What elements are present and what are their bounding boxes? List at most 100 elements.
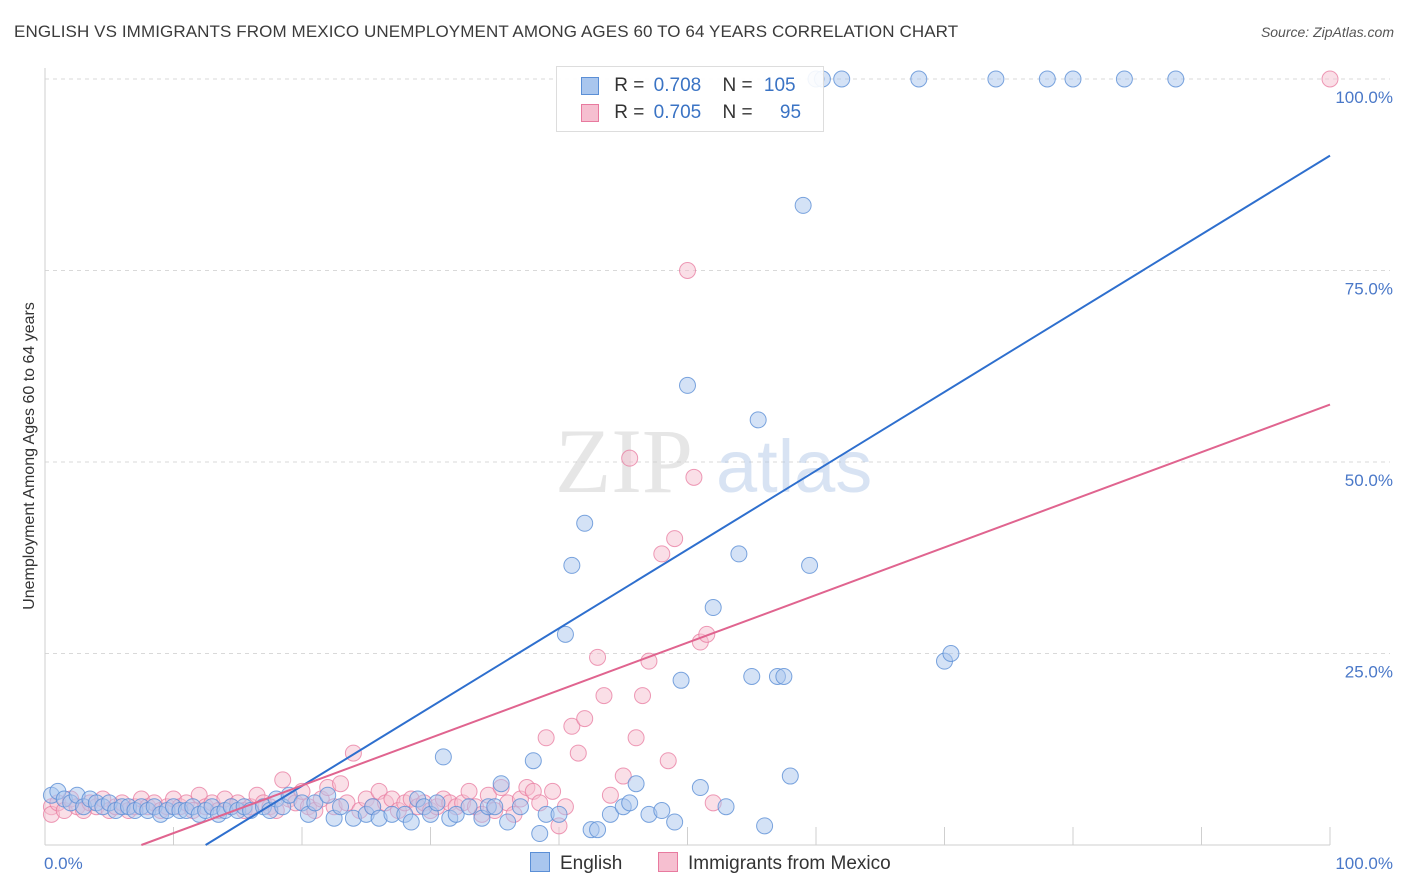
english-point	[332, 798, 350, 816]
legend-row-mexico: R = 0.705 N = 95	[581, 102, 801, 126]
english-point	[1115, 70, 1133, 88]
english-point	[428, 794, 446, 812]
watermark: ZIP atlas	[555, 410, 872, 512]
series-legend: English Immigrants from Mexico	[0, 852, 1406, 878]
mexico-point	[685, 468, 703, 486]
english-point	[942, 645, 960, 662]
mexico-point	[595, 687, 613, 705]
english-n-value: 105	[763, 75, 796, 96]
english-point	[1167, 70, 1185, 88]
chart-title: ENGLISH VS IMMIGRANTS FROM MEXICO UNEMPL…	[14, 22, 959, 41]
english-point	[563, 556, 581, 574]
mexico-point	[666, 530, 684, 548]
stats-legend: R = 0.708 N = 105 R = 0.705 N = 95	[556, 66, 824, 132]
mexico-point	[460, 782, 478, 800]
english-r-value: 0.708	[653, 75, 702, 96]
english-r-label: R =	[614, 75, 645, 96]
english-point	[486, 798, 504, 816]
english-point	[794, 196, 812, 214]
mexico-point	[698, 625, 716, 643]
english-point	[653, 802, 671, 820]
mexico-point	[569, 744, 587, 762]
english-point	[717, 798, 735, 816]
legend-row-english: R = 0.708 N = 105	[581, 75, 796, 99]
english-point	[749, 411, 767, 429]
y-tick-label: 50.0%	[1345, 471, 1393, 490]
legend-item-mexico[interactable]: Immigrants from Mexico	[658, 852, 891, 875]
english-legend-swatch	[530, 852, 550, 872]
english-point	[627, 775, 645, 793]
mexico-r-value: 0.705	[653, 102, 702, 123]
source-credit: Source: ZipAtlas.com	[1260, 24, 1394, 40]
english-point	[833, 70, 851, 88]
mexico-legend-swatch	[658, 852, 678, 872]
english-point	[434, 748, 452, 766]
mexico-swatch	[581, 103, 599, 122]
english-point	[589, 821, 607, 839]
mexico-point	[679, 262, 696, 279]
english-point	[775, 667, 793, 685]
english-point	[306, 794, 324, 812]
y-tick-label: 100.0%	[1335, 88, 1393, 107]
english-point	[447, 805, 465, 823]
english-point	[672, 671, 690, 689]
mexico-n-label: N =	[722, 102, 753, 123]
mexico-point	[659, 752, 677, 770]
english-point	[511, 798, 529, 816]
english-swatch	[581, 76, 599, 95]
english-point	[531, 825, 549, 843]
mexico-point	[1321, 70, 1339, 88]
english-point	[601, 805, 619, 823]
english-point	[666, 813, 684, 831]
english-point	[987, 70, 1005, 88]
mexico-trend-line	[141, 403, 1331, 846]
mexico-point	[576, 710, 594, 728]
grid-lines	[45, 78, 1390, 654]
mexico-point	[563, 717, 581, 735]
english-point	[910, 70, 928, 88]
mexico-point	[332, 775, 350, 793]
y-axis-title: Unemployment Among Ages 60 to 64 years	[21, 302, 38, 610]
mexico-point	[274, 771, 292, 789]
english-n-label: N =	[722, 75, 753, 96]
english-point	[492, 775, 510, 793]
legend-item-english[interactable]: English	[530, 852, 622, 875]
tick-labels: 25.0% 50.0% 75.0% 100.0% 0.0% 100.0%	[44, 88, 1393, 873]
english-point	[691, 779, 709, 797]
mexico-point	[589, 648, 607, 666]
mexico-point	[627, 729, 645, 747]
english-point	[460, 798, 478, 816]
english-point	[781, 767, 799, 785]
english-point	[1038, 70, 1056, 88]
mexico-legend-label: Immigrants from Mexico	[688, 853, 891, 874]
english-point	[499, 813, 517, 831]
mexico-point	[544, 782, 562, 800]
english-points	[42, 70, 1185, 843]
mexico-point	[621, 449, 639, 467]
english-point	[756, 817, 774, 835]
mexico-n-value: 95	[779, 102, 802, 123]
english-point	[801, 556, 819, 574]
x-tick-label: 0.0%	[44, 854, 83, 873]
english-point	[621, 794, 639, 812]
english-point	[550, 805, 568, 823]
y-tick-label: 75.0%	[1345, 280, 1393, 299]
english-point	[1064, 70, 1082, 88]
english-point	[679, 376, 696, 394]
english-point	[743, 667, 761, 685]
mexico-point	[614, 767, 632, 785]
english-point	[576, 514, 594, 532]
english-point	[704, 599, 722, 617]
mexico-r-label: R =	[614, 102, 645, 123]
english-legend-label: English	[560, 853, 623, 874]
mexico-point	[601, 786, 619, 804]
x-tick-label: 100.0%	[1335, 854, 1393, 873]
axes	[44, 68, 1331, 846]
mexico-point	[640, 652, 658, 670]
mexico-point	[653, 545, 671, 563]
english-trend-line	[205, 154, 1331, 846]
y-tick-label: 25.0%	[1345, 663, 1393, 682]
english-point	[402, 813, 420, 831]
mexico-point	[634, 687, 652, 705]
